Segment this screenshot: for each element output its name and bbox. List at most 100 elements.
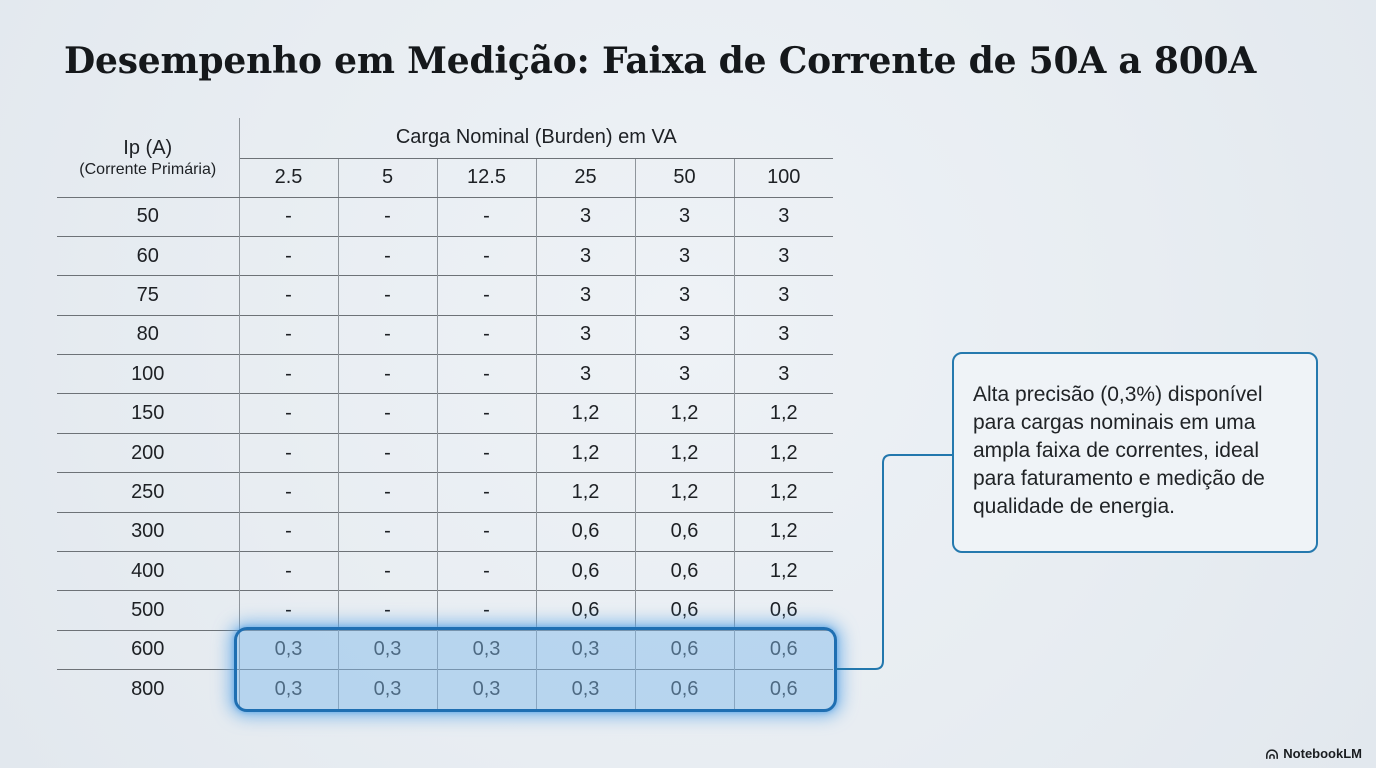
table-row: 250- - -1,2 1,2 1,2 <box>57 472 834 513</box>
value-cell: 3 <box>535 354 635 394</box>
value-cell: 3 <box>733 354 834 394</box>
value-cell: - <box>337 275 437 316</box>
table-row: 300- - -0,6 0,6 1,2 <box>57 511 834 552</box>
group-header-row: Ip (A) (Corrente Primária) Carga Nominal… <box>57 118 834 198</box>
value-cell: 3 <box>733 275 834 316</box>
value-cell: 1,2 <box>634 432 734 473</box>
value-cell: - <box>238 235 338 276</box>
value-cell: 3 <box>634 314 734 355</box>
value-cell: - <box>436 275 536 316</box>
value-cell: - <box>238 314 338 355</box>
value-cell: - <box>436 511 536 552</box>
value-cell: 1,2 <box>733 472 834 513</box>
performance-table: Ip (A) (Corrente Primária) Carga Nominal… <box>57 118 834 710</box>
value-cell: - <box>337 551 437 591</box>
notebooklm-label: NotebookLM <box>1283 746 1362 761</box>
ip-cell: 150 <box>57 393 239 434</box>
table-row: 80- - -3 3 3 <box>57 314 834 355</box>
burden-column-header: 25 <box>535 158 635 198</box>
value-cell: 0,3 <box>535 629 635 670</box>
value-cell: 0,3 <box>535 669 635 710</box>
value-cell: - <box>337 196 437 237</box>
value-cell: 3 <box>733 196 834 237</box>
value-cell: 1,2 <box>733 551 834 591</box>
value-cell: 1,2 <box>535 432 635 473</box>
value-cell: 3 <box>634 235 734 276</box>
value-cell: - <box>337 432 437 473</box>
value-cell: - <box>337 590 437 631</box>
table-body: 50- - -3 3 3 60- - -3 3 3 75- - -3 3 3 80- - -3 3 3 100- - -3 3… <box>57 196 834 710</box>
callout-box: Alta precisão (0,3%) disponível para car… <box>952 352 1318 553</box>
value-cell: 1,2 <box>535 393 635 434</box>
value-cell: 0,6 <box>634 590 734 631</box>
value-cell: 3 <box>634 354 734 394</box>
ip-cell: 75 <box>57 275 239 316</box>
value-cell: 1,2 <box>733 432 834 473</box>
value-cell: - <box>436 393 536 434</box>
value-cell: 3 <box>634 275 734 316</box>
value-cell: 0,3 <box>337 669 437 710</box>
value-cell: - <box>238 393 338 434</box>
value-cell: 1,2 <box>535 472 635 513</box>
value-cell: - <box>238 511 338 552</box>
value-cell: 0,6 <box>634 669 734 710</box>
table-row: 150- - -1,2 1,2 1,2 <box>57 393 834 434</box>
value-cell: 3 <box>733 314 834 355</box>
burden-column-header: 50 <box>634 158 734 198</box>
value-cell: - <box>238 432 338 473</box>
value-cell: 3 <box>535 314 635 355</box>
table-row: 50- - -3 3 3 <box>57 196 834 237</box>
value-cell: 0,3 <box>238 629 338 670</box>
value-cell: 0,6 <box>634 551 734 591</box>
value-cell: - <box>436 432 536 473</box>
value-cell: - <box>238 354 338 394</box>
value-cell: 0,6 <box>733 629 834 670</box>
ip-cell: 200 <box>57 432 239 473</box>
value-cell: 3 <box>634 196 734 237</box>
burden-column-header: 5 <box>337 158 437 198</box>
value-cell: - <box>238 472 338 513</box>
value-cell: - <box>238 275 338 316</box>
value-cell: - <box>436 196 536 237</box>
table-row: 800 0,3 0,3 0,3 0,3 0,6 0,6 <box>57 669 834 710</box>
value-cell: - <box>436 590 536 631</box>
callout-text: Alta precisão (0,3%) disponível para car… <box>973 383 1265 518</box>
burden-column-header: 2.5 <box>238 158 338 198</box>
value-cell: 0,3 <box>436 629 536 670</box>
value-cell: 0,6 <box>535 511 635 552</box>
burden-group-header: Carga Nominal (Burden) em VA <box>239 118 834 159</box>
ip-cell: 500 <box>57 590 239 631</box>
page-title: Desempenho em Medição: Faixa de Corrente… <box>64 40 1257 82</box>
value-cell: - <box>436 354 536 394</box>
ip-header-line2: (Corrente Primária) <box>79 160 217 178</box>
table-row: 400- - -0,6 0,6 1,2 <box>57 551 834 591</box>
ip-column-header: Ip (A) (Corrente Primária) <box>57 118 240 198</box>
ip-cell: 250 <box>57 472 239 513</box>
table-row: 200- - -1,2 1,2 1,2 <box>57 432 834 473</box>
burden-header-row: 2.5 5 12.5 25 50 100 <box>57 158 834 198</box>
value-cell: - <box>436 314 536 355</box>
table-row: 600 0,3 0,3 0,3 0,3 0,6 0,6 <box>57 629 834 670</box>
value-cell: 0,3 <box>337 629 437 670</box>
value-cell: 3 <box>535 235 635 276</box>
value-cell: - <box>337 393 437 434</box>
value-cell: 0,3 <box>436 669 536 710</box>
value-cell: - <box>238 196 338 237</box>
value-cell: - <box>337 354 437 394</box>
table-row: 75- - -3 3 3 <box>57 275 834 316</box>
value-cell: 1,2 <box>634 472 734 513</box>
value-cell: 1,2 <box>634 393 734 434</box>
ip-cell: 60 <box>57 235 239 276</box>
ip-cell: 50 <box>57 196 239 237</box>
burden-column-header: 100 <box>733 158 834 198</box>
value-cell: 0,6 <box>634 629 734 670</box>
ip-header-line1: Ip (A) <box>123 136 173 159</box>
value-cell: - <box>238 590 338 631</box>
value-cell: 3 <box>733 235 834 276</box>
value-cell: 1,2 <box>733 393 834 434</box>
branding: NotebookLM <box>1265 746 1362 761</box>
table-row: 60- - -3 3 3 <box>57 235 834 276</box>
value-cell: - <box>337 235 437 276</box>
value-cell: - <box>436 235 536 276</box>
